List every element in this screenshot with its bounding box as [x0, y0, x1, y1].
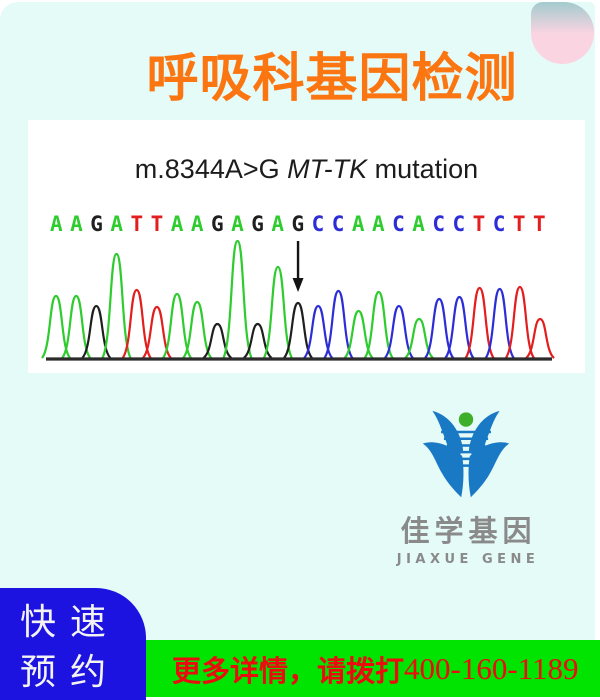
sequence-base: A: [70, 212, 83, 236]
sequence-base: T: [533, 212, 546, 236]
logo-wing-upper-left: [432, 410, 464, 455]
figure-title-prefix: m.8344A>G: [134, 154, 288, 184]
trace-peak: [383, 304, 414, 359]
sequence-base: A: [231, 212, 244, 236]
trace-peak: [464, 286, 495, 359]
badge-line1: 快速: [20, 602, 121, 643]
sequence-base: A: [190, 212, 204, 236]
trace-peak: [323, 289, 354, 359]
badge-line2: 预约: [20, 652, 121, 693]
phone-number: 400-160-1189: [404, 650, 579, 686]
hotline-bar: 更多详情，请拨打 400-160-1189: [146, 640, 600, 697]
mutation-arrow-head: [292, 278, 304, 292]
sequence-base: G: [251, 212, 264, 236]
pink-circle-decoration: [531, 2, 594, 64]
logo-wing-lower-left: [422, 442, 464, 498]
trace-peak: [525, 317, 555, 359]
trace-peak: [444, 295, 475, 359]
trace-peak: [484, 287, 515, 359]
quick-booking-badge[interactable]: 快速 预约: [0, 588, 146, 700]
sequence-base: T: [130, 212, 144, 236]
hotline-text: 更多详情，请拨打: [172, 653, 405, 688]
trace-peak: [41, 294, 71, 359]
chromatogram-trace: [41, 239, 555, 361]
trace-peak: [504, 285, 535, 359]
sequence-base: C: [392, 212, 405, 236]
trace-peak: [424, 297, 455, 359]
sequence-base: A: [412, 212, 425, 236]
logo-name-cn: 佳学基因: [400, 514, 537, 548]
sequence-base: A: [351, 212, 365, 236]
trace-peak: [262, 265, 293, 359]
trace-peak: [343, 309, 374, 359]
sequence-base: C: [432, 212, 446, 236]
logo-name-en: JIAXUE GENE: [396, 552, 540, 567]
gene-name: MT-TK: [287, 154, 368, 184]
company-logo: 佳学基因 JIAXUE GENE: [388, 408, 544, 567]
trace-peak: [303, 304, 334, 359]
sequence-base: G: [291, 212, 305, 236]
sequence-base: C: [492, 212, 506, 236]
sequence-base: A: [110, 212, 124, 236]
sequence-base: G: [90, 212, 103, 236]
trace-peak: [141, 305, 172, 359]
trace-peak: [162, 292, 192, 359]
page-title: 呼吸科基因检测: [146, 49, 518, 109]
sequence-base: A: [170, 212, 184, 236]
sequence-base: A: [372, 212, 385, 236]
logo-wing-lower-right: [468, 442, 510, 498]
logo-green-dot: [458, 412, 474, 427]
figure-title-suffix: mutation: [367, 154, 479, 184]
trace-peak: [222, 239, 253, 359]
figure-title: m.8344A>G MT-TK mutation: [28, 154, 585, 185]
sequence-base: T: [512, 212, 526, 236]
logo-wing-upper-right: [468, 410, 500, 455]
trace-peak: [283, 301, 313, 359]
sequence-base: C: [331, 212, 345, 236]
sequence-base: C: [452, 212, 466, 236]
trace-peak: [182, 300, 213, 359]
trace-peak: [81, 304, 112, 359]
sequence-base: A: [271, 212, 285, 236]
trace-peak: [363, 290, 394, 359]
sequence-base: G: [211, 212, 224, 236]
logo-butterfly-icon: [422, 410, 510, 498]
sequence-base: A: [50, 212, 63, 236]
sequence-base: C: [311, 212, 325, 236]
trace-peak: [101, 252, 132, 359]
trace-peak: [404, 317, 434, 359]
trace-peak: [121, 288, 152, 359]
trace-peak: [61, 294, 92, 359]
sequence-base: T: [150, 212, 164, 236]
sequence-base: T: [472, 212, 486, 236]
